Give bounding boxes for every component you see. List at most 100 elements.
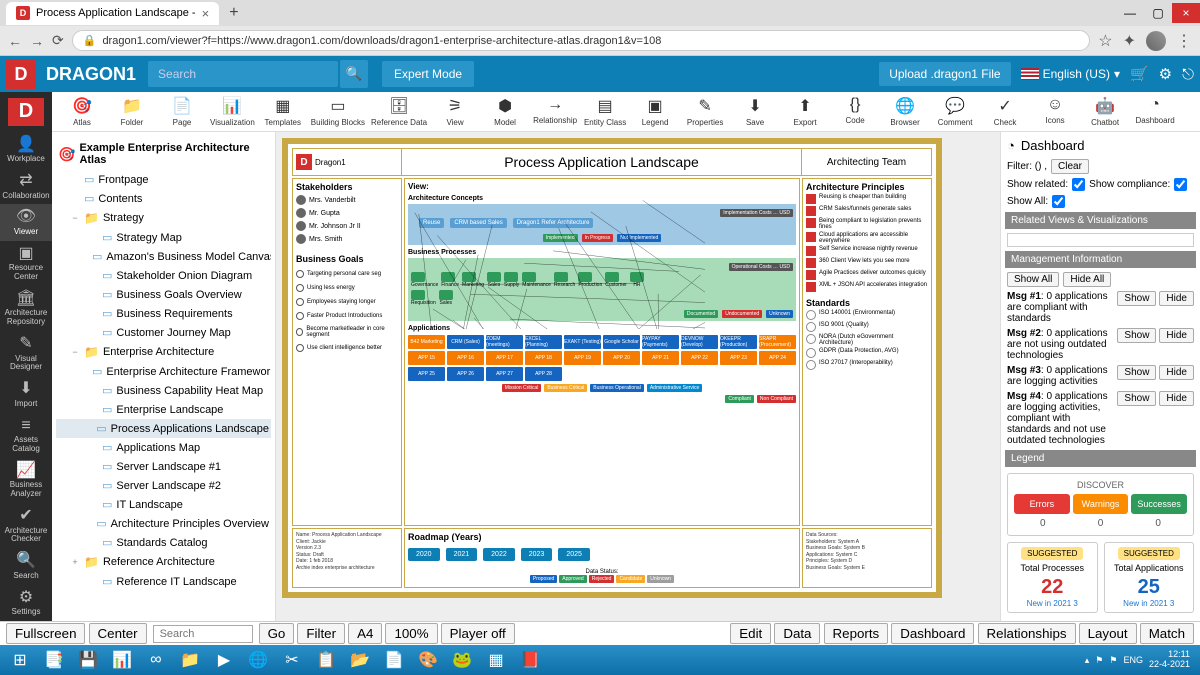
roadmap-year[interactable]: 2025 [558,548,590,561]
stakeholder[interactable]: Mr. Gupta [296,208,398,218]
application[interactable]: APP 15 [408,351,445,365]
suggested-applications[interactable]: SUGGESTED Total Applications 25 New in 2… [1104,542,1195,613]
rail-item-architecture-repository[interactable]: 🏛Architecture Repository [0,286,52,331]
principle[interactable]: XML + JSON API accelerates integration [806,282,928,292]
tray-chevron-icon[interactable]: ▴ [1085,655,1090,666]
application[interactable]: SRAPR (Procurement) [759,335,796,349]
application[interactable]: APP 24 [759,351,796,365]
extension-icon[interactable]: ✦ [1123,31,1136,51]
business-goal[interactable]: Become marketleader in core segment [296,326,398,338]
tree-item[interactable]: ▭Contents [56,189,271,208]
tray-lang[interactable]: ENG [1123,655,1143,665]
stakeholder[interactable]: Mrs. Smith [296,234,398,244]
clear-button[interactable]: Clear [1051,159,1089,174]
tree-item[interactable]: ▭Amazon's Business Model Canvas [56,247,271,266]
rail-item-workplace[interactable]: 👤Workplace [0,132,52,168]
application[interactable]: APP 28 [525,367,562,381]
application[interactable]: B42 Marketing [408,335,445,349]
process[interactable]: Sales [487,272,501,288]
action-match-button[interactable]: Match [1140,623,1194,644]
principle[interactable]: Reusing is cheaper than building [806,194,928,204]
application[interactable]: APP 20 [603,351,640,365]
show-all-button[interactable]: Show All [1007,272,1059,287]
roadmap-year[interactable]: 2023 [521,548,553,561]
tree-item[interactable]: ▭IT Landscape [56,495,271,514]
concept[interactable]: Dragon1 Refer Architecture [513,218,594,228]
hide-button[interactable]: Hide [1159,391,1194,406]
action-dashboard-button[interactable]: Dashboard [891,623,974,644]
show-all-checkbox[interactable] [1052,195,1065,208]
tool-export[interactable]: ⬆Export [783,96,827,127]
hide-button[interactable]: Hide [1159,291,1194,306]
tree-item[interactable]: −📁Enterprise Architecture [56,342,271,362]
application[interactable]: APP 22 [681,351,718,365]
application[interactable]: APP 17 [486,351,523,365]
show-button[interactable]: Show [1117,391,1156,406]
standard[interactable]: GDPR (Data Protection, AVG) [806,348,928,358]
tool-icons[interactable]: ☺Icons [1033,96,1077,127]
application[interactable]: EXCEL (Planning) [525,335,562,349]
gears-icon[interactable]: ⚙ [1159,65,1172,83]
upload-button[interactable]: Upload .dragon1 File [879,62,1010,86]
action-player-off-button[interactable]: Player off [441,623,515,644]
tool-templates[interactable]: ▦Templates [261,96,305,127]
taskbar-app-icon[interactable]: 💾 [72,647,104,673]
taskbar-app-icon[interactable]: ✂ [276,647,308,673]
business-goal[interactable]: Targeting personal care seg [296,270,398,278]
tree-item[interactable]: −📁Strategy [56,208,271,228]
application[interactable]: ZOEM (meetings) [486,335,523,349]
tree-item[interactable]: ▭Applications Map [56,438,271,457]
close-window-icon[interactable]: × [1172,3,1200,23]
principle[interactable]: 360 Client View lets you see more [806,258,928,268]
tool-legend[interactable]: ▣Legend [633,96,677,127]
taskbar-app-icon[interactable]: 📑 [38,647,70,673]
rail-item-collaboration[interactable]: ⇄Collaboration [0,168,52,204]
process[interactable]: Finance [441,272,459,288]
show-compliance-checkbox[interactable] [1174,178,1187,191]
forward-icon[interactable]: → [30,33,44,49]
tool-chatbot[interactable]: 🤖Chatbot [1083,96,1127,127]
show-button[interactable]: Show [1117,291,1156,306]
standard[interactable]: ISO 9001 (Quality) [806,322,928,332]
process[interactable]: Governance [411,272,438,288]
rail-item-settings[interactable]: ⚙Settings [0,585,52,621]
reload-icon[interactable]: ⟳ [52,32,64,49]
principle[interactable]: Cloud applications are accessible everyw… [806,232,928,244]
successes-button[interactable]: Successes [1131,494,1187,514]
rail-item-assets-catalog[interactable]: ≡Assets Catalog [0,413,52,458]
tree-item[interactable]: ▭Stakeholder Onion Diagram [56,266,271,285]
language-selector[interactable]: English (US) ▾ [1021,67,1120,81]
application[interactable]: APP 18 [525,351,562,365]
process[interactable]: Sales [439,290,453,306]
tree-item[interactable]: ▭Customer Journey Map [56,323,271,342]
hide-button[interactable]: Hide [1159,328,1194,343]
app-logo[interactable]: D [6,59,36,89]
action-100%-button[interactable]: 100% [385,623,437,644]
roadmap-year[interactable]: 2021 [446,548,478,561]
process[interactable]: HR [630,272,644,288]
back-icon[interactable]: ← [8,33,22,49]
show-button[interactable]: Show [1117,328,1156,343]
tool-save[interactable]: ⬇Save [733,96,777,127]
process[interactable]: Marketing [462,272,484,288]
cart-icon[interactable]: 🛒 [1130,65,1149,83]
warnings-button[interactable]: Warnings [1073,494,1129,514]
suggested-processes[interactable]: SUGGESTED Total Processes 22 New in 2021… [1007,542,1098,613]
tool-page[interactable]: 📄Page [160,96,204,127]
process[interactable]: Maintenance [522,272,551,288]
taskbar-app-icon[interactable]: 📋 [310,647,342,673]
tree-root[interactable]: 🎯 Example Enterprise Architecture Atlas [56,138,271,170]
taskbar-app-icon[interactable]: ▦ [480,647,512,673]
tool-code[interactable]: {}Code [833,96,877,127]
expand-icon[interactable]: − [70,347,80,357]
tab-close-icon[interactable]: × [202,6,210,21]
application[interactable]: APP 19 [564,351,601,365]
business-goal[interactable]: Using less energy [296,284,398,292]
system-tray[interactable]: ▴ ⚑ ⚑ ENG 12:11 22-4-2021 [1085,650,1196,670]
standard[interactable]: NORA (Dutch eGovernment Architecture) [806,334,928,346]
show-button[interactable]: Show [1117,365,1156,380]
tool-relationship[interactable]: →Relationship [533,96,577,127]
tool-check[interactable]: ✓Check [983,96,1027,127]
application[interactable]: DEVNOW (Develop) [681,335,718,349]
taskbar-app-icon[interactable]: 🌐 [242,647,274,673]
